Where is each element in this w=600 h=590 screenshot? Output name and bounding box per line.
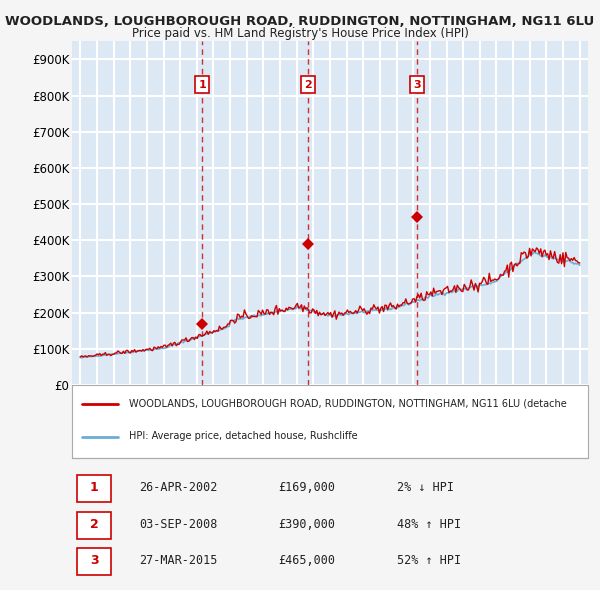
Text: WOODLANDS, LOUGHBOROUGH ROAD, RUDDINGTON, NOTTINGHAM, NG11 6LU: WOODLANDS, LOUGHBOROUGH ROAD, RUDDINGTON…: [5, 15, 595, 28]
FancyBboxPatch shape: [77, 475, 110, 502]
Text: 2: 2: [304, 80, 312, 90]
Text: 2% ↓ HPI: 2% ↓ HPI: [397, 481, 454, 494]
Text: 1: 1: [198, 80, 206, 90]
Text: £169,000: £169,000: [278, 481, 335, 494]
FancyBboxPatch shape: [77, 512, 110, 539]
Text: 26-APR-2002: 26-APR-2002: [139, 481, 217, 494]
Text: 2: 2: [90, 517, 98, 530]
Text: 27-MAR-2015: 27-MAR-2015: [139, 554, 217, 568]
Text: HPI: Average price, detached house, Rushcliffe: HPI: Average price, detached house, Rush…: [129, 431, 358, 441]
Text: £390,000: £390,000: [278, 517, 335, 530]
Text: 52% ↑ HPI: 52% ↑ HPI: [397, 554, 461, 568]
Text: 3: 3: [90, 554, 98, 568]
Text: 1: 1: [90, 481, 98, 494]
FancyBboxPatch shape: [72, 385, 588, 458]
Text: Price paid vs. HM Land Registry's House Price Index (HPI): Price paid vs. HM Land Registry's House …: [131, 27, 469, 40]
Text: 48% ↑ HPI: 48% ↑ HPI: [397, 517, 461, 530]
FancyBboxPatch shape: [77, 548, 110, 575]
Text: WOODLANDS, LOUGHBOROUGH ROAD, RUDDINGTON, NOTTINGHAM, NG11 6LU (detache: WOODLANDS, LOUGHBOROUGH ROAD, RUDDINGTON…: [129, 398, 566, 408]
Text: 3: 3: [413, 80, 421, 90]
Text: £465,000: £465,000: [278, 554, 335, 568]
Text: 03-SEP-2008: 03-SEP-2008: [139, 517, 217, 530]
